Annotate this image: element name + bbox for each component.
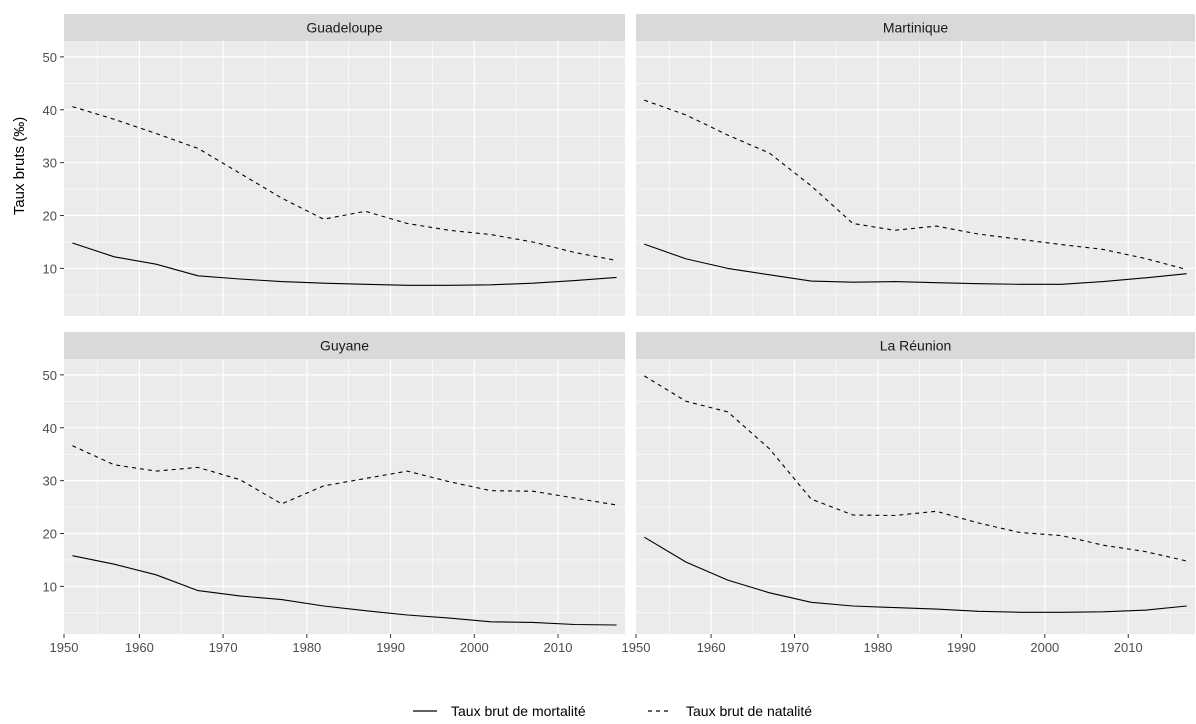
x-tick-label: 1970 <box>209 640 238 655</box>
y-tick-label: 20 <box>43 209 57 224</box>
strip-title-guyane: Guyane <box>320 338 369 354</box>
x-tick-label: 1960 <box>125 640 154 655</box>
panel-la-reunion: La Réunion 1950 1960 1970 1980 1990 2000 2010 <box>622 332 1195 655</box>
y-tick-label: 20 <box>43 527 57 542</box>
panels-layer: Guadeloupe 10 20 30 40 50 Martinique Guyane 10 20… <box>43 14 1195 655</box>
strip-title-la-reunion: La Réunion <box>880 338 952 354</box>
x-tick-label: 2010 <box>544 640 573 655</box>
y-tick-label: 30 <box>43 156 57 171</box>
y-tick-label: 40 <box>43 103 57 118</box>
legend: Taux brut de mortalité Taux brut de nata… <box>413 703 812 719</box>
series-mortalite-guadeloupe <box>72 242 617 286</box>
strip-la-reunion <box>636 332 1195 359</box>
x-tick-label: 1950 <box>50 640 79 655</box>
strip-guadeloupe <box>64 14 625 41</box>
y-tick-label: 50 <box>43 50 57 65</box>
legend-label-mortalite: Taux brut de mortalité <box>451 703 586 719</box>
x-tick-label: 1980 <box>863 640 892 655</box>
series-natalite-la-reunion <box>644 375 1187 562</box>
x-tick-label: 1950 <box>622 640 651 655</box>
plot-bg-guyane <box>64 359 625 634</box>
y-axis-title: Taux bruts (‰) <box>11 117 28 215</box>
x-tick-label: 2010 <box>1114 640 1143 655</box>
series-mortalite-guyane <box>72 555 617 626</box>
series-mortalite-martinique <box>644 243 1187 285</box>
y-tick-label: 30 <box>43 474 57 489</box>
panel-martinique: Martinique <box>636 14 1195 316</box>
legend-label-natalite: Taux brut de natalité <box>686 703 812 719</box>
panel-guadeloupe: Guadeloupe 10 20 30 40 50 <box>43 14 625 316</box>
x-tick-label: 1980 <box>292 640 321 655</box>
plot-bg-la-reunion <box>636 359 1195 634</box>
y-tick-label: 50 <box>43 368 57 383</box>
strip-title-martinique: Martinique <box>883 20 949 36</box>
series-natalite-guadeloupe <box>72 106 617 262</box>
x-tick-label: 1960 <box>697 640 726 655</box>
x-tick-label: 2000 <box>1030 640 1059 655</box>
y-tick-label: 10 <box>43 579 57 594</box>
y-tick-label: 10 <box>43 261 57 276</box>
plot-bg-guadeloupe <box>64 41 625 316</box>
x-tick-label: 1970 <box>780 640 809 655</box>
series-mortalite-la-reunion <box>644 536 1187 613</box>
strip-guyane <box>64 332 625 359</box>
x-tick-label: 1990 <box>376 640 405 655</box>
strip-martinique <box>636 14 1195 41</box>
y-tick-label: 40 <box>43 421 57 436</box>
plot-bg-martinique <box>636 41 1195 316</box>
x-tick-label: 1990 <box>947 640 976 655</box>
strip-title-guadeloupe: Guadeloupe <box>306 20 383 36</box>
x-tick-label: 2000 <box>460 640 489 655</box>
series-natalite-martinique <box>644 99 1187 271</box>
panel-guyane: Guyane 10 20 30 40 50 1950 1960 1970 1980 1990 2000… <box>43 332 625 655</box>
series-natalite-guyane <box>72 445 617 506</box>
